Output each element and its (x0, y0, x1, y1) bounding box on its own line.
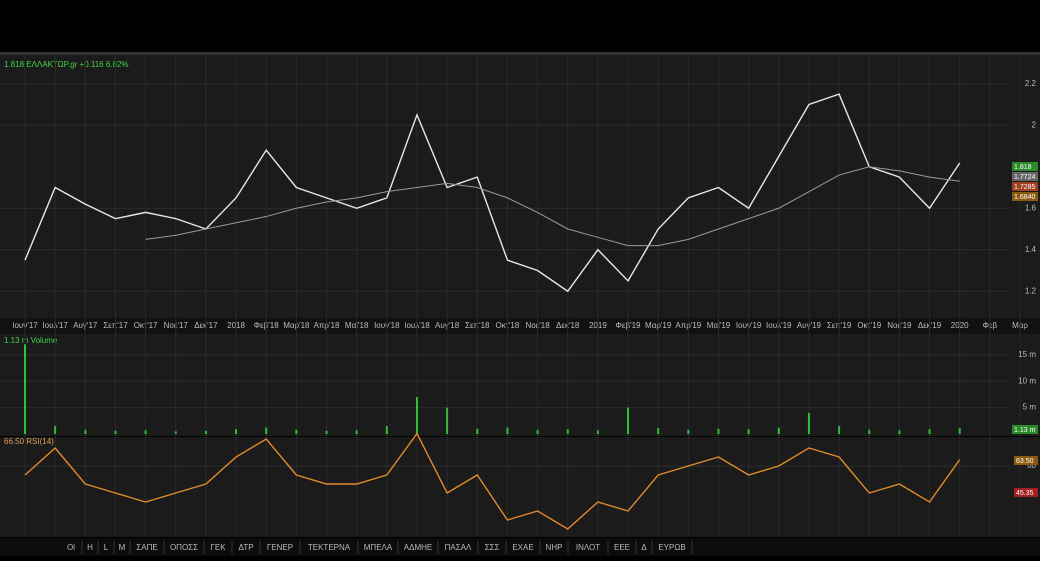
price-label-bg (1012, 182, 1038, 191)
price-label: 1.818 (1014, 164, 1032, 171)
price-label: 1.6840 (1014, 194, 1036, 201)
y-tick-label: 5 m (1023, 403, 1037, 412)
volume-bar (295, 429, 298, 434)
volume-label: 1.13 m (1014, 427, 1036, 434)
volume-bar (476, 428, 479, 434)
tab[interactable]: H (87, 543, 93, 552)
tab[interactable]: ΓΕΚ (210, 543, 226, 552)
rsi-title: 66.50 RSI(14) (4, 437, 54, 446)
rsi-label: 63.50 (1016, 458, 1034, 465)
rsi-label-bg (1014, 488, 1038, 497)
y-tick-label: 2 (1032, 120, 1037, 129)
y-tick-label: 15 m (1018, 350, 1036, 359)
volume-bar (325, 430, 328, 434)
volume-bar (265, 427, 268, 434)
tab[interactable]: Δ (641, 543, 647, 552)
y-tick-label: 1.4 (1025, 245, 1037, 254)
top-bar (0, 0, 1040, 52)
tab[interactable]: ΟΠΟΣΣ (170, 543, 198, 552)
volume-label-bg (1012, 425, 1038, 434)
tab[interactable]: ΕΕΕ (614, 543, 630, 552)
volume-bar (114, 430, 117, 434)
tab[interactable]: ΣΑΠΕ (136, 543, 157, 552)
volume-bar (898, 430, 901, 434)
volume-bar (235, 429, 238, 434)
tab[interactable]: ΑΔΜΗΕ (404, 543, 432, 552)
volume-bar (355, 430, 358, 434)
rsi-label: 45.35 (1016, 490, 1034, 497)
volume-bar (777, 427, 780, 434)
volume-bar (717, 428, 720, 434)
volume-bar (868, 429, 871, 434)
y-tick-label: 60 (1027, 461, 1036, 470)
volume-bar (627, 407, 630, 434)
tab[interactable]: L (104, 543, 109, 552)
volume-bar (415, 397, 418, 434)
price-panel (0, 55, 1040, 318)
tab[interactable]: ΜΠΕΛΑ (364, 543, 393, 552)
tab[interactable]: ΝΗΡ (546, 543, 563, 552)
series-line (145, 166, 960, 247)
tab[interactable]: ΕΥΡΩΒ (658, 543, 685, 552)
tab[interactable]: ΣΣΣ (485, 543, 500, 552)
tab[interactable]: ΓΕΝΕΡ (267, 543, 293, 552)
series-line (24, 93, 961, 293)
volume-bar (687, 429, 690, 434)
price-label: 1.7285 (1014, 184, 1036, 191)
y-tick-label: 2.2 (1025, 79, 1037, 88)
volume-bar (807, 412, 810, 434)
volume-bar (838, 426, 841, 434)
volume-bar (204, 430, 207, 434)
volume-bar (536, 429, 539, 434)
y-tick-label: 1.6 (1025, 203, 1037, 212)
price-label-bg (1012, 162, 1038, 171)
volume-panel (0, 334, 1040, 436)
volume-bar (747, 429, 750, 434)
price-label-bg (1012, 172, 1038, 181)
chart-title: 1.818 ΕΛΛΑΚΤΩΡ.gr +0.116 6.82% (4, 60, 129, 69)
volume-bar (446, 407, 449, 434)
volume-bar (84, 429, 87, 434)
y-tick-label: 1.2 (1025, 286, 1037, 295)
tab[interactable]: ΙΝΛΟΤ (576, 543, 600, 552)
price-label-bg (1012, 192, 1038, 201)
volume-bar (144, 430, 147, 434)
tab[interactable]: ΕΧΑΕ (512, 543, 533, 552)
divider (0, 52, 1040, 55)
volume-bar (958, 428, 961, 434)
rsi-label-bg (1014, 456, 1038, 465)
y-tick-label: 10 m (1018, 376, 1036, 385)
tab[interactable]: Ol (67, 543, 75, 552)
tab[interactable]: ΠΑΣΑΛ (445, 543, 472, 552)
tab[interactable]: ΤΕΚΤΕΡΝΑ (308, 543, 351, 552)
volume-bar (566, 429, 569, 434)
tab[interactable]: ΔΤΡ (238, 543, 253, 552)
volume-bar (54, 426, 57, 434)
series-line (24, 432, 961, 530)
volume-bar (385, 426, 388, 434)
price-label: 1.7724 (1014, 174, 1036, 181)
volume-bar (24, 344, 26, 434)
tab[interactable]: M (119, 543, 126, 552)
volume-bar (506, 427, 509, 434)
rsi-panel (0, 437, 1040, 537)
volume-bar (657, 428, 660, 434)
volume-title: 1.13 m Volume (4, 336, 58, 345)
volume-bar (928, 429, 931, 434)
volume-bar (596, 430, 599, 434)
volume-bar (174, 431, 177, 434)
x-axis-row (0, 318, 1040, 334)
